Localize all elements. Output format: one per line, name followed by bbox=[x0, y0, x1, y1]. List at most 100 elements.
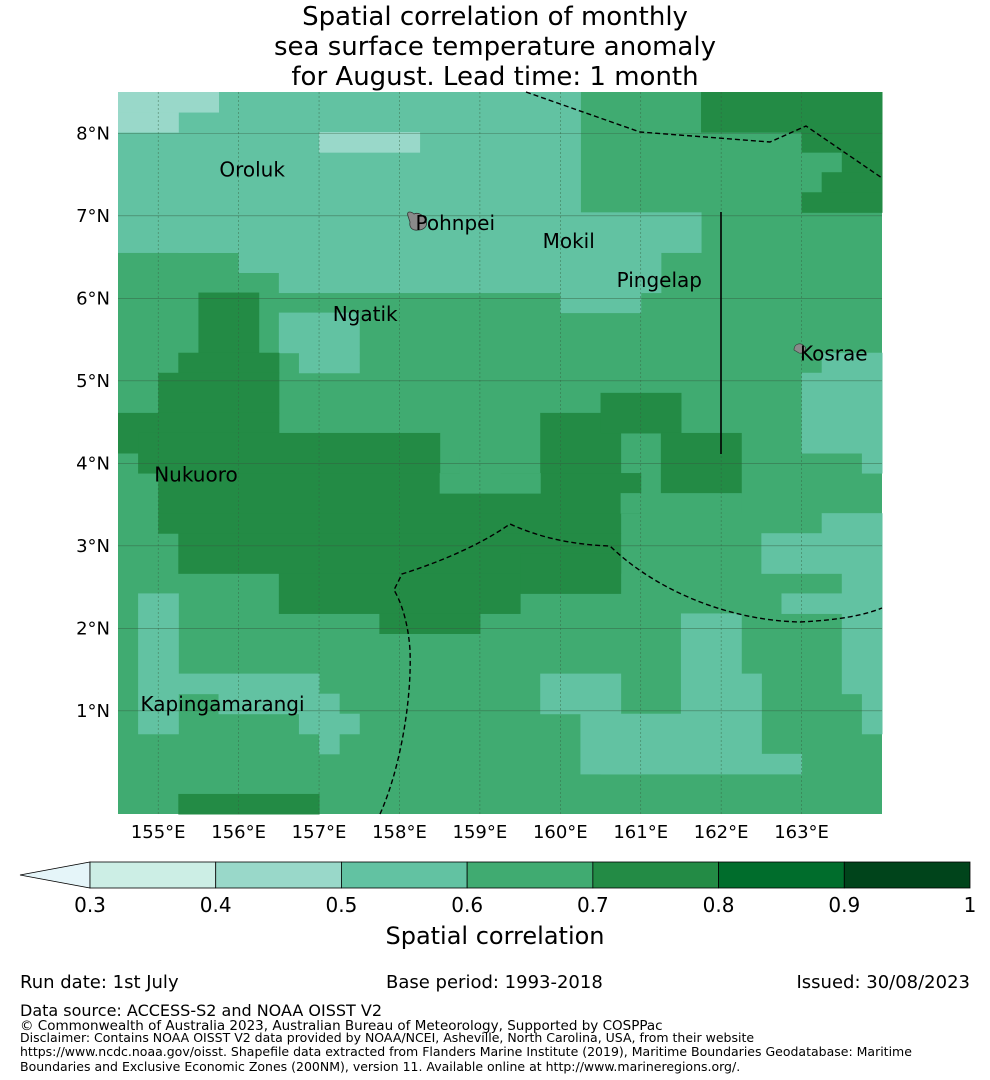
latitude-tick-label: 8°N bbox=[76, 123, 110, 144]
correlation-cell bbox=[781, 593, 843, 614]
longitude-tick-label: 156°E bbox=[211, 822, 266, 843]
correlation-cell bbox=[118, 112, 179, 133]
run-date: Run date: 1st July bbox=[20, 972, 179, 993]
correlation-cell bbox=[701, 92, 883, 133]
longitude-tick-label: 163°E bbox=[774, 822, 829, 843]
longitude-tick-label: 160°E bbox=[533, 822, 588, 843]
correlation-cell bbox=[821, 352, 883, 374]
correlation-cell bbox=[520, 252, 662, 294]
correlation-cell bbox=[861, 693, 883, 735]
latitude-tick-labels: 8°N 7°N 6°N 5°N 4°N 3°N 2°N 1°N bbox=[76, 123, 110, 722]
map-gridlines bbox=[118, 92, 882, 814]
islands bbox=[407, 211, 806, 354]
latitude-tick-label: 5°N bbox=[76, 371, 110, 392]
correlation-cell bbox=[118, 92, 220, 113]
correlation-cell bbox=[640, 713, 762, 755]
colorbar-segment bbox=[89, 861, 217, 889]
place-labels: Oroluk Pohnpei Mokil Pingelap Ngatik Kosrae Nu… bbox=[141, 157, 868, 716]
correlation-cell bbox=[520, 553, 622, 594]
longitude-tick-label: 162°E bbox=[694, 822, 749, 843]
colorbar-tick-label: 0.9 bbox=[828, 893, 860, 917]
base-period: Base period: 1993-2018 bbox=[386, 972, 603, 993]
place-label-kapingamarangi: Kapingamarangi bbox=[141, 692, 305, 716]
correlation-cell bbox=[680, 613, 742, 675]
latitude-tick-label: 2°N bbox=[76, 618, 110, 639]
correlation-cell bbox=[821, 172, 883, 193]
colorbar-label: Spatial correlation bbox=[385, 922, 605, 950]
correlation-map: Oroluk Pohnpei Mokil Pingelap Ngatik Kosrae Nu… bbox=[19, 91, 976, 917]
longitude-tick-label: 161°E bbox=[613, 822, 668, 843]
correlation-cell bbox=[218, 693, 340, 715]
title-line-2: sea surface temperature anomaly bbox=[274, 32, 716, 62]
correlation-cell bbox=[178, 673, 320, 695]
title-line-3: for August. Lead time: 1 month bbox=[291, 62, 699, 92]
correlation-cell bbox=[841, 152, 883, 173]
colorbar-tick-label: 0.4 bbox=[200, 893, 232, 917]
colorbar-tick-label: 0.5 bbox=[326, 893, 358, 917]
longitude-tick-label: 157°E bbox=[292, 822, 347, 843]
pohnpei-island bbox=[407, 211, 427, 231]
colorbar-segment bbox=[592, 861, 719, 889]
boundary-south bbox=[379, 523, 883, 815]
latitude-tick-label: 6°N bbox=[76, 288, 110, 309]
correlation-cell bbox=[298, 713, 360, 735]
correlation-cell bbox=[298, 352, 360, 374]
correlation-cell bbox=[620, 493, 742, 514]
place-label-kosrae: Kosrae bbox=[800, 341, 868, 365]
place-label-oroluk: Oroluk bbox=[219, 157, 285, 181]
data-source: Data source: ACCESS-S2 and NOAA OISST V2 bbox=[20, 1001, 383, 1020]
colorbar-segment bbox=[466, 861, 594, 889]
longitude-tick-label: 159°E bbox=[453, 822, 508, 843]
chart-title: Spatial correlation of monthly sea surfa… bbox=[0, 2, 990, 92]
issued-date: Issued: 30/08/2023 bbox=[796, 972, 970, 993]
colorbar-tick-label: 0.8 bbox=[703, 893, 735, 917]
correlation-cell bbox=[238, 252, 320, 273]
latitude-tick-label: 7°N bbox=[76, 206, 110, 227]
correlation-cell bbox=[178, 352, 280, 374]
correlation-cell bbox=[178, 793, 320, 815]
correlation-cell bbox=[118, 212, 340, 253]
correlation-cell bbox=[439, 473, 541, 494]
disclaimer: Disclaimer: Contains NOAA OISST V2 data … bbox=[20, 1030, 912, 1074]
correlation-cell bbox=[319, 733, 340, 755]
place-label-ngatik: Ngatik bbox=[333, 302, 398, 326]
maritime-boundaries bbox=[379, 91, 883, 815]
correlation-cell bbox=[198, 292, 260, 354]
colorbar-tick-labels: 0.3 0.4 0.5 0.6 0.7 0.8 0.9 1 bbox=[74, 893, 976, 917]
longitude-tick-label: 158°E bbox=[372, 822, 427, 843]
colorbar-segment bbox=[718, 861, 845, 889]
longitude-tick-label: 155°E bbox=[131, 822, 186, 843]
correlation-cell bbox=[801, 192, 883, 213]
correlation-grid bbox=[118, 92, 883, 815]
correlation-cell bbox=[158, 372, 280, 414]
colorbar-under-arrow bbox=[19, 861, 91, 889]
colorbar-tick-label: 0.3 bbox=[74, 893, 106, 917]
correlation-cell bbox=[540, 673, 622, 715]
colorbar-segment bbox=[843, 861, 971, 889]
place-label-pingelap: Pingelap bbox=[617, 268, 702, 292]
title-line-1: Spatial correlation of monthly bbox=[302, 2, 688, 32]
correlation-cell bbox=[801, 132, 883, 153]
place-label-nukuoro: Nukuoro bbox=[154, 463, 238, 487]
correlation-cell bbox=[821, 513, 883, 534]
correlation-cell bbox=[761, 533, 883, 574]
correlation-cell bbox=[801, 372, 883, 454]
colorbar bbox=[19, 861, 971, 889]
latitude-tick-label: 3°N bbox=[76, 536, 110, 557]
correlation-cell bbox=[319, 132, 421, 153]
colorbar-tick-label: 1 bbox=[964, 893, 977, 917]
correlation-cell bbox=[841, 573, 883, 695]
longitude-tick-labels: 155°E 156°E 157°E 158°E 159°E 160°E 161°E 162°E… bbox=[131, 822, 829, 843]
colorbar-tick-label: 0.7 bbox=[577, 893, 609, 917]
boundary-north bbox=[525, 91, 883, 179]
kosrae-island bbox=[793, 343, 806, 354]
latitude-tick-label: 1°N bbox=[76, 701, 110, 722]
colorbar-segment bbox=[341, 861, 468, 889]
latitude-tick-label: 4°N bbox=[76, 453, 110, 474]
place-label-pohnpei: Pohnpei bbox=[416, 211, 496, 235]
correlation-cell bbox=[560, 292, 642, 314]
correlation-cell bbox=[379, 613, 481, 634]
colorbar-segment bbox=[215, 861, 342, 889]
colorbar-tick-label: 0.6 bbox=[451, 893, 483, 917]
correlation-cell bbox=[138, 432, 441, 474]
